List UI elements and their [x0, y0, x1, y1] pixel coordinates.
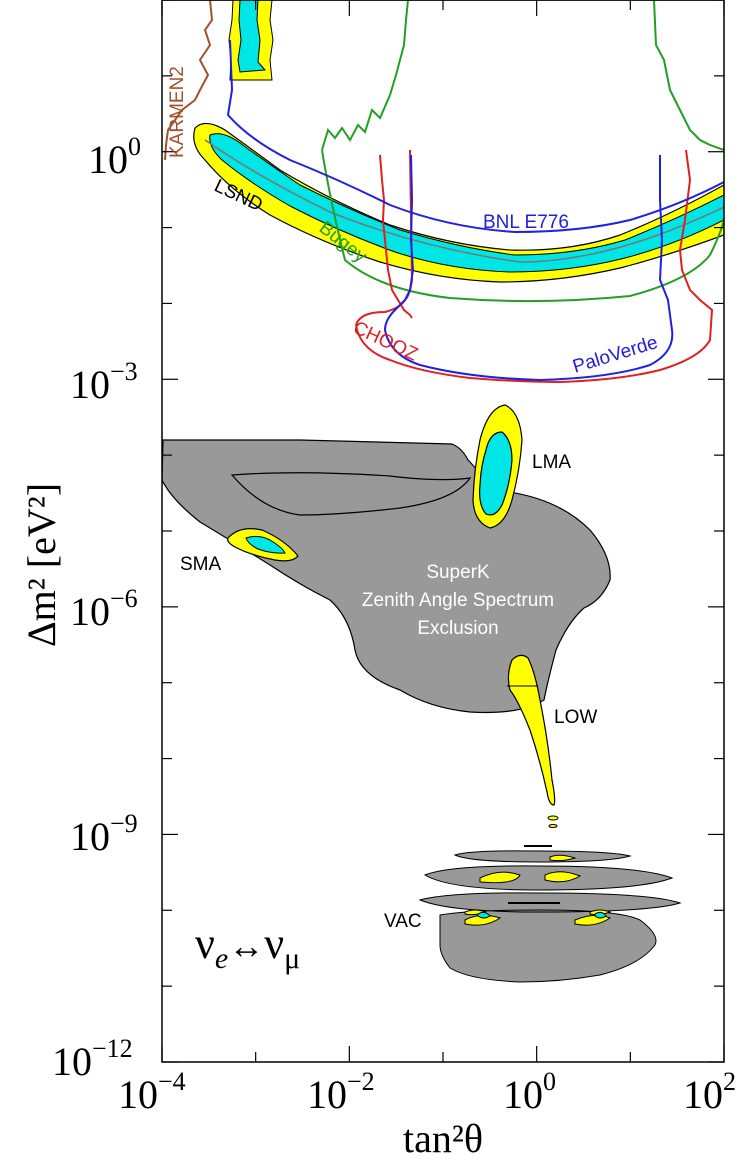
- superk-text-2: Zenith Angle Spectrum: [362, 590, 554, 611]
- sma-cyan-region: [245, 535, 286, 554]
- superk-text-3: Exclusion: [417, 618, 498, 639]
- lma-label: LMA: [532, 452, 571, 473]
- vac-yellow: [464, 854, 612, 926]
- low-label: LOW: [554, 707, 597, 728]
- karmen2-label: KARMEN2: [167, 66, 188, 158]
- lsnd-cyan-band: [209, 133, 724, 273]
- y-tick-1e0: 100: [88, 132, 141, 182]
- y-tick-1e-9: 10−9: [70, 809, 138, 859]
- bnl-e776-curve: [226, 39, 724, 234]
- x-tick-1e-4: 10−4: [118, 1067, 186, 1117]
- x-tick-1e0: 100: [503, 1067, 556, 1117]
- x-tick-1e2: 102: [683, 1067, 736, 1117]
- superk-exclusion-region: [162, 439, 611, 714]
- bugey-curve: [321, 0, 724, 303]
- y-tick-1e-12: 10−12: [52, 1034, 133, 1084]
- bnl-e776-label: BNL E776: [483, 212, 569, 233]
- y-tick-labels: 100 10−3 10−6 10−9 10−12: [52, 132, 141, 1084]
- y-tick-1e-6: 10−6: [70, 584, 138, 634]
- sma-label: SMA: [180, 554, 222, 575]
- vac-label: VAC: [384, 911, 422, 932]
- x-tick-labels: 10−4 10−2 100 102: [118, 1067, 736, 1117]
- y-tick-1e-3: 10−3: [70, 357, 138, 407]
- lma-cyan-region: [479, 431, 513, 516]
- vac-exclusion-region: [418, 850, 682, 983]
- superk-text-1: SuperK: [426, 562, 490, 583]
- y-axis-title: Δm² [eV²]: [19, 483, 64, 647]
- paloverde-label: PaloVerde: [570, 332, 660, 378]
- channel-label: νe↔νμ: [195, 919, 300, 975]
- x-tick-1e-2: 10−2: [307, 1067, 375, 1117]
- paloverde-curve: [383, 154, 674, 382]
- low-yellow-region: [507, 654, 556, 806]
- x-axis-title: tan²θ: [403, 1116, 483, 1161]
- vac-cyan: [477, 911, 607, 919]
- karmen2-curve: [164, 0, 214, 161]
